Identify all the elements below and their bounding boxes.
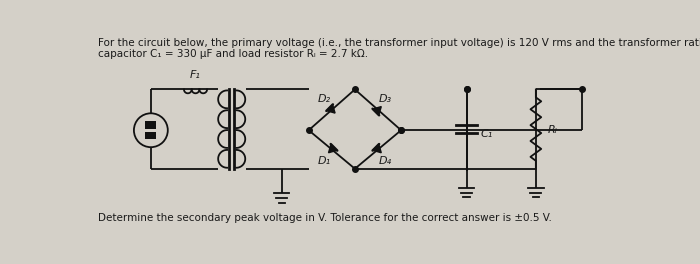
Text: D₄: D₄ bbox=[379, 156, 392, 166]
Polygon shape bbox=[373, 144, 382, 153]
Text: D₁: D₁ bbox=[318, 156, 330, 166]
Bar bbox=[146, 121, 156, 129]
Text: Determine the secondary peak voltage in V. Tolerance for the correct answer is ±: Determine the secondary peak voltage in … bbox=[99, 213, 552, 223]
Text: D₂: D₂ bbox=[318, 94, 330, 104]
Polygon shape bbox=[373, 107, 382, 115]
Bar bbox=[146, 132, 156, 139]
Polygon shape bbox=[327, 105, 335, 113]
Text: F₁: F₁ bbox=[190, 70, 201, 80]
Text: Rₗ: Rₗ bbox=[548, 125, 558, 135]
Text: D₃: D₃ bbox=[379, 94, 392, 104]
Polygon shape bbox=[328, 144, 337, 153]
Text: C₁: C₁ bbox=[480, 129, 493, 139]
Text: capacitor C₁ = 330 µF and load resistor Rₗ = 2.7 kΩ.: capacitor C₁ = 330 µF and load resistor … bbox=[99, 49, 369, 59]
Text: For the circuit below, the primary voltage (i.e., the transformer input voltage): For the circuit below, the primary volta… bbox=[99, 38, 700, 48]
